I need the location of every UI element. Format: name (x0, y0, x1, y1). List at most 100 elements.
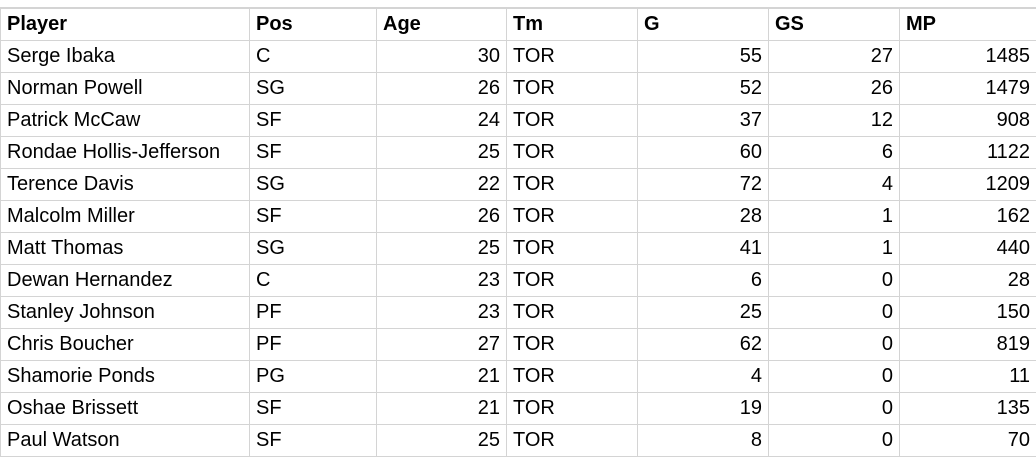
cell-g[interactable]: 60 (637, 136, 769, 169)
cell-age[interactable]: 25 (376, 136, 507, 169)
cell-gs[interactable]: 4 (768, 168, 900, 201)
cell-mp[interactable]: 1209 (899, 168, 1036, 201)
cell-g[interactable]: 4 (637, 360, 769, 393)
cell-gs[interactable]: 0 (768, 296, 900, 329)
header-cell-gs[interactable]: GS (768, 8, 900, 41)
header-cell-player[interactable]: Player (0, 8, 250, 41)
cell-age[interactable]: 21 (376, 392, 507, 425)
cell-pos[interactable]: SF (249, 392, 377, 425)
cell-gs[interactable]: 6 (768, 136, 900, 169)
cell-pos[interactable]: SF (249, 424, 377, 457)
header-cell-age[interactable]: Age (376, 8, 507, 41)
cell-age[interactable]: 23 (376, 264, 507, 297)
cell-g[interactable]: 52 (637, 72, 769, 105)
cell-age[interactable]: 22 (376, 168, 507, 201)
cell-player[interactable]: Oshae Brissett (0, 392, 250, 425)
cell-tm[interactable]: TOR (506, 72, 638, 105)
cell-g[interactable]: 37 (637, 104, 769, 137)
cell-player[interactable]: Norman Powell (0, 72, 250, 105)
cell-gs[interactable]: 0 (768, 328, 900, 361)
cell-player[interactable]: Terence Davis (0, 168, 250, 201)
cell-g[interactable]: 8 (637, 424, 769, 457)
cell-gs[interactable]: 0 (768, 424, 900, 457)
cell-player[interactable]: Paul Watson (0, 424, 250, 457)
cell-mp[interactable]: 440 (899, 232, 1036, 265)
cell-age[interactable]: 24 (376, 104, 507, 137)
cell-g[interactable]: 19 (637, 392, 769, 425)
cell-gs[interactable]: 1 (768, 200, 900, 233)
cell-mp[interactable]: 819 (899, 328, 1036, 361)
cell-player[interactable]: Matt Thomas (0, 232, 250, 265)
cell-g[interactable]: 6 (637, 264, 769, 297)
cell-player[interactable]: Stanley Johnson (0, 296, 250, 329)
cell-player[interactable]: Dewan Hernandez (0, 264, 250, 297)
cell-player[interactable]: Shamorie Ponds (0, 360, 250, 393)
cell-gs[interactable]: 0 (768, 264, 900, 297)
cell-mp[interactable]: 70 (899, 424, 1036, 457)
cell-tm[interactable]: TOR (506, 40, 638, 73)
cell-age[interactable]: 26 (376, 72, 507, 105)
cell-age[interactable]: 25 (376, 424, 507, 457)
cell-tm[interactable]: TOR (506, 360, 638, 393)
cell-tm[interactable]: TOR (506, 296, 638, 329)
cell-mp[interactable]: 11 (899, 360, 1036, 393)
header-cell-g[interactable]: G (637, 8, 769, 41)
cell-mp[interactable]: 1479 (899, 72, 1036, 105)
cell-g[interactable]: 28 (637, 200, 769, 233)
cell-g[interactable]: 25 (637, 296, 769, 329)
cell-player[interactable]: Rondae Hollis-Jefferson (0, 136, 250, 169)
cell-player[interactable]: Patrick McCaw (0, 104, 250, 137)
cell-player[interactable]: Chris Boucher (0, 328, 250, 361)
cell-age[interactable]: 30 (376, 40, 507, 73)
cell-tm[interactable]: TOR (506, 264, 638, 297)
cell-pos[interactable]: C (249, 264, 377, 297)
cell-mp[interactable]: 28 (899, 264, 1036, 297)
cell-mp[interactable]: 1485 (899, 40, 1036, 73)
cell-pos[interactable]: PG (249, 360, 377, 393)
cell-age[interactable]: 25 (376, 232, 507, 265)
cell-player[interactable]: Malcolm Miller (0, 200, 250, 233)
header-cell-pos[interactable]: Pos (249, 8, 377, 41)
cell-age[interactable]: 27 (376, 328, 507, 361)
cell-g[interactable]: 72 (637, 168, 769, 201)
cell-pos[interactable]: SF (249, 136, 377, 169)
cell-g[interactable]: 41 (637, 232, 769, 265)
cell-pos[interactable]: SF (249, 104, 377, 137)
table-row: Chris Boucher PF 27 TOR 62 0 819 (0, 328, 1036, 361)
cell-g[interactable]: 55 (637, 40, 769, 73)
cell-tm[interactable]: TOR (506, 168, 638, 201)
cell-age[interactable]: 23 (376, 296, 507, 329)
cell-player[interactable]: Serge Ibaka (0, 40, 250, 73)
cell-pos[interactable]: C (249, 40, 377, 73)
cell-tm[interactable]: TOR (506, 328, 638, 361)
cell-pos[interactable]: SG (249, 168, 377, 201)
cell-tm[interactable]: TOR (506, 392, 638, 425)
cell-pos[interactable]: SF (249, 200, 377, 233)
cell-g[interactable]: 62 (637, 328, 769, 361)
cell-age[interactable]: 21 (376, 360, 507, 393)
cell-tm[interactable]: TOR (506, 136, 638, 169)
cell-tm[interactable]: TOR (506, 232, 638, 265)
cell-mp[interactable]: 162 (899, 200, 1036, 233)
cell-mp[interactable]: 1122 (899, 136, 1036, 169)
cell-pos[interactable]: SG (249, 72, 377, 105)
cell-mp[interactable]: 135 (899, 392, 1036, 425)
header-cell-tm[interactable]: Tm (506, 8, 638, 41)
cell-gs[interactable]: 27 (768, 40, 900, 73)
cell-pos[interactable]: PF (249, 296, 377, 329)
cell-gs[interactable]: 0 (768, 392, 900, 425)
cell-mp[interactable]: 908 (899, 104, 1036, 137)
cell-tm[interactable]: TOR (506, 104, 638, 137)
header-cell-mp[interactable]: MP (899, 8, 1036, 41)
table-row: Dewan Hernandez C 23 TOR 6 0 28 (0, 264, 1036, 297)
cell-tm[interactable]: TOR (506, 424, 638, 457)
cell-mp[interactable]: 150 (899, 296, 1036, 329)
cell-pos[interactable]: SG (249, 232, 377, 265)
cell-pos[interactable]: PF (249, 328, 377, 361)
cell-gs[interactable]: 0 (768, 360, 900, 393)
cell-gs[interactable]: 1 (768, 232, 900, 265)
cell-gs[interactable]: 26 (768, 72, 900, 105)
cell-age[interactable]: 26 (376, 200, 507, 233)
cell-tm[interactable]: TOR (506, 200, 638, 233)
cell-gs[interactable]: 12 (768, 104, 900, 137)
